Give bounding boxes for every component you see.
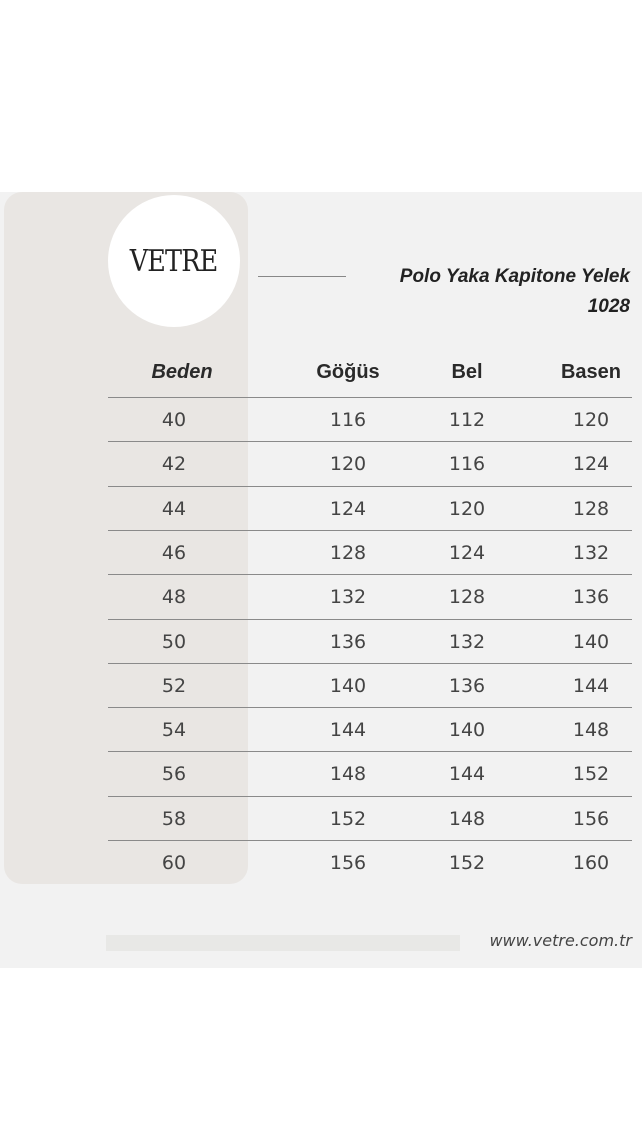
size-cell: 42 — [161, 453, 187, 476]
waist-cell: 136 — [448, 674, 486, 697]
waist-cell: 120 — [448, 497, 486, 520]
waist-cell: 116 — [448, 453, 486, 476]
chest-cell: 116 — [329, 409, 367, 431]
size-cell: 52 — [161, 674, 187, 697]
chest-cell: 132 — [329, 586, 367, 609]
hip-cell: 144 — [572, 674, 610, 697]
title-divider — [258, 276, 346, 277]
table-row: 56 148 144 152 — [108, 751, 632, 796]
size-cell: 44 — [161, 497, 187, 520]
waist-cell: 132 — [448, 630, 486, 653]
hip-cell: 140 — [572, 630, 610, 653]
table-row: 48 132 128 136 — [108, 574, 632, 619]
size-cell: 54 — [161, 719, 187, 742]
table-row: 44 124 120 128 — [108, 485, 632, 531]
hip-cell: 132 — [572, 541, 610, 564]
table-row: 54 144 140 148 — [108, 707, 632, 752]
hip-cell: 136 — [572, 586, 610, 609]
waist-cell: 144 — [448, 763, 486, 786]
hip-cell: 120 — [572, 409, 610, 431]
chest-cell: 140 — [329, 674, 367, 697]
chest-cell: 144 — [329, 719, 367, 742]
vetre-logo: VETRE — [108, 195, 240, 327]
hip-cell: 160 — [572, 852, 610, 874]
waist-cell: 140 — [448, 719, 486, 742]
product-code: 1028 — [587, 296, 630, 317]
size-cell: 46 — [161, 541, 187, 564]
hip-cell: 124 — [572, 453, 610, 476]
waist-cell: 112 — [448, 409, 486, 431]
waist-cell: 148 — [448, 807, 486, 830]
footer-bar — [106, 935, 460, 951]
hip-cell: 128 — [572, 497, 610, 520]
table-row: 46 128 124 132 — [108, 529, 632, 575]
size-cell: 48 — [161, 586, 187, 609]
chest-cell: 128 — [329, 541, 367, 564]
table-row: 50 136 132 140 — [108, 618, 632, 664]
waist-cell: 152 — [448, 852, 486, 874]
table-row: 40 116 112 120 — [108, 397, 632, 442]
chest-cell: 152 — [329, 807, 367, 830]
header-bel: Bel — [451, 361, 483, 383]
chest-cell: 120 — [329, 453, 367, 476]
hip-cell: 156 — [572, 807, 610, 830]
waist-cell: 124 — [448, 541, 486, 564]
header-beden: Beden — [151, 361, 213, 383]
size-cell: 58 — [161, 807, 187, 830]
table-row: 42 120 116 124 — [108, 441, 632, 486]
header-basen: Basen — [560, 361, 622, 383]
chest-cell: 136 — [329, 630, 367, 653]
table-row: 58 152 148 156 — [108, 795, 632, 841]
website-url[interactable]: www.vetre.com.tr — [489, 931, 632, 950]
hip-cell: 148 — [572, 719, 610, 742]
table-row: 52 140 136 144 — [108, 662, 632, 708]
size-cell: 40 — [161, 409, 187, 431]
chest-cell: 156 — [329, 852, 367, 874]
chest-cell: 124 — [329, 497, 367, 520]
header-gogus: Göğüs — [316, 361, 380, 383]
chest-cell: 148 — [329, 763, 367, 786]
waist-cell: 128 — [448, 586, 486, 609]
logo-text: VETRE — [130, 243, 218, 279]
product-name: Polo Yaka Kapitone Yelek — [399, 266, 630, 287]
size-cell: 60 — [161, 852, 187, 874]
size-cell: 50 — [161, 630, 187, 653]
table-row: 60 156 152 160 — [108, 840, 632, 885]
size-cell: 56 — [161, 763, 187, 786]
hip-cell: 152 — [572, 763, 610, 786]
product-title: Polo Yaka Kapitone Yelek 1028 — [400, 262, 630, 322]
